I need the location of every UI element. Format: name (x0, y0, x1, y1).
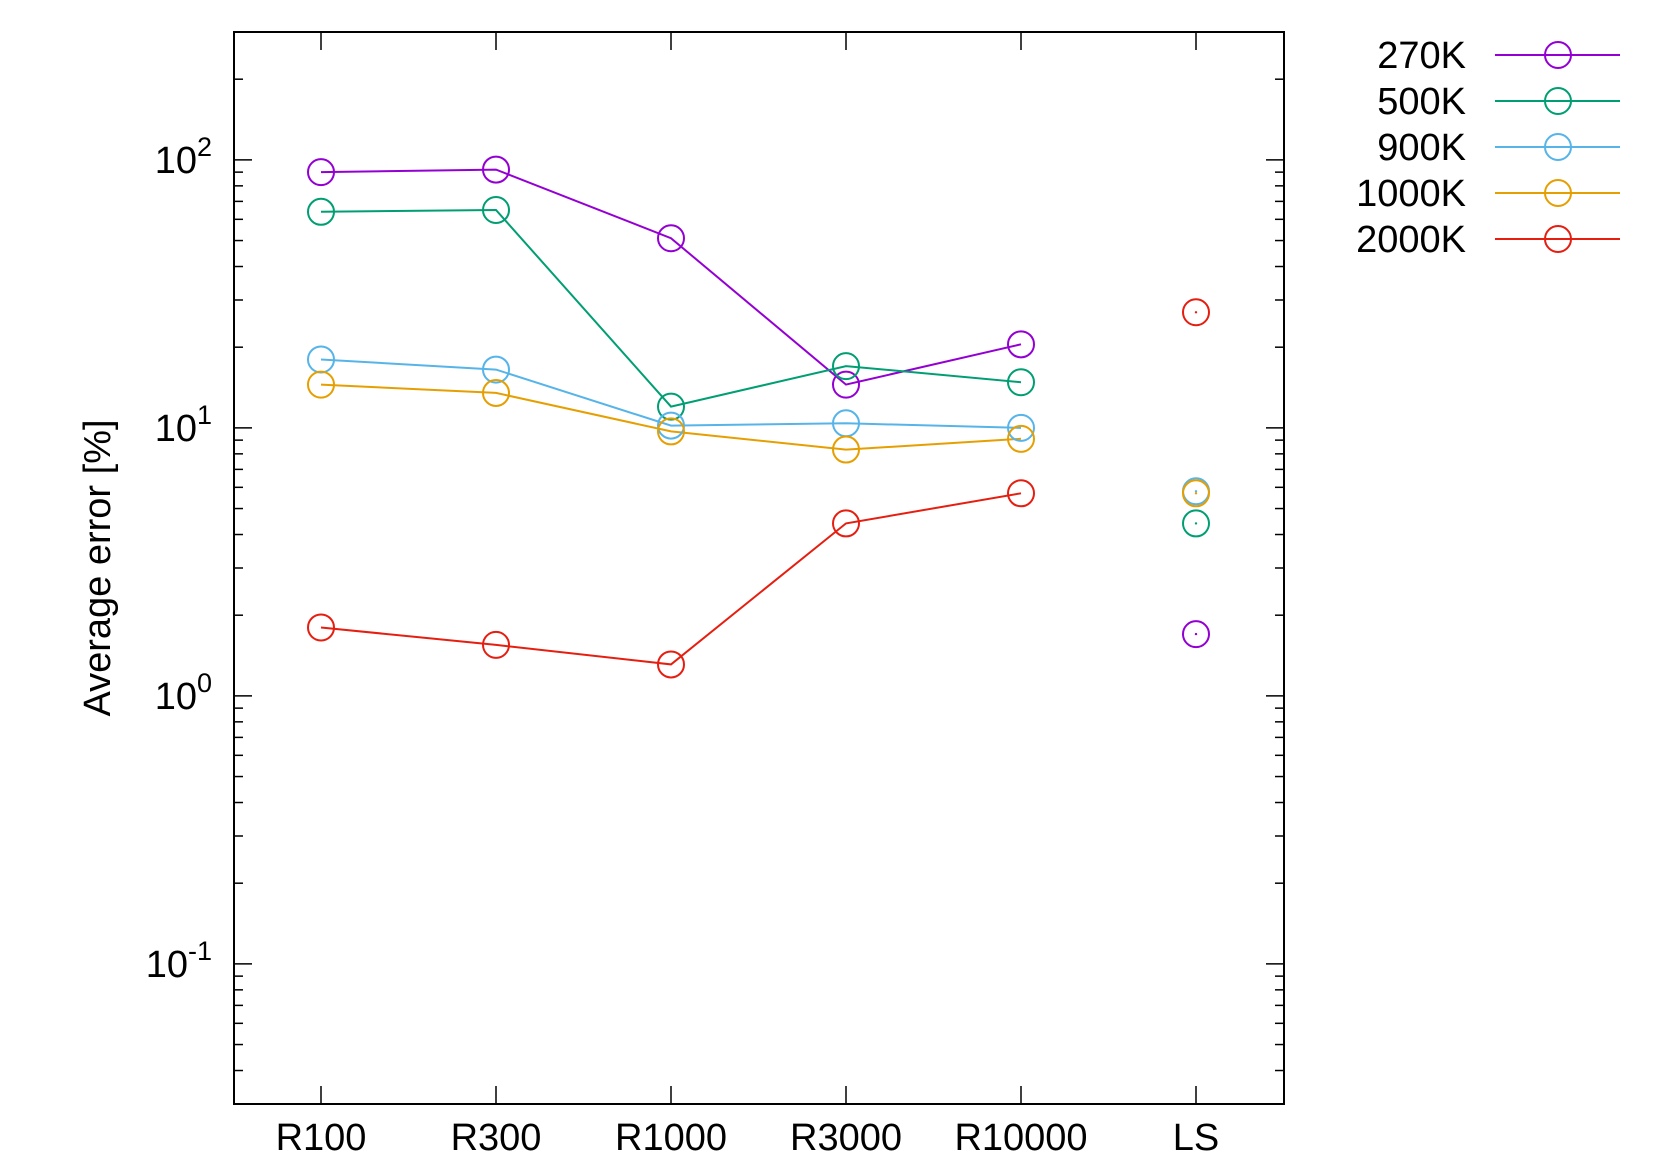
data-point-2000K-R10000 (1007, 479, 1035, 508)
plot-frame (233, 31, 1285, 1105)
data-point-900K-R300 (482, 355, 510, 384)
data-point-center (1194, 492, 1198, 495)
data-point-center (1194, 632, 1198, 636)
data-point-1000K-R300 (482, 378, 510, 407)
y-tick-base: 10 (155, 140, 197, 182)
y-tick-exponent: 2 (197, 132, 212, 162)
y-axis-label: Average error [%] (77, 419, 119, 716)
y-tick-label: 101 (155, 400, 212, 450)
data-point-2000K-R100 (307, 613, 335, 642)
y-tick-base: 10 (155, 408, 197, 450)
y-tick-label: 10-1 (146, 936, 212, 986)
data-point-270K-R1000 (657, 224, 685, 253)
data-point-1000K-LS (1182, 479, 1210, 508)
series-line-2000K (320, 492, 1022, 666)
y-tick-label: 100 (155, 668, 212, 718)
legend-marker-900K (1544, 133, 1572, 161)
x-tick-label: R3000 (790, 1117, 902, 1159)
y-tick-exponent: 1 (197, 400, 212, 430)
legend-label-1000K: 1000K (1356, 173, 1466, 215)
series-markers (307, 155, 1210, 679)
axis-ticks (234, 31, 1284, 1105)
x-tick-label: R1000 (615, 1117, 727, 1159)
legend-marker-1000K (1544, 179, 1572, 207)
data-point-270K-R10000 (1007, 330, 1035, 359)
data-point-1000K-R10000 (1007, 424, 1035, 453)
y-tick-exponent: -1 (188, 936, 212, 966)
x-tick-label: R100 (276, 1117, 367, 1159)
data-point-500K-R3000 (832, 352, 860, 381)
data-point-center (1194, 522, 1198, 525)
x-tick-label: R300 (451, 1117, 542, 1159)
data-point-270K-LS (1182, 620, 1210, 649)
x-tick-label: R10000 (954, 1117, 1087, 1159)
legend-label-2000K: 2000K (1356, 219, 1466, 261)
legend-label-270K: 270K (1377, 35, 1466, 77)
data-point-900K-R10000 (1007, 413, 1035, 442)
data-point-2000K-R300 (482, 630, 510, 659)
y-tick-label: 102 (155, 132, 212, 182)
series-line-1000K (320, 383, 1022, 451)
legend-marker-270K (1544, 41, 1572, 69)
data-point-500K-R10000 (1007, 368, 1035, 397)
data-point-270K-R100 (307, 158, 335, 187)
data-point-1000K-R100 (307, 370, 335, 399)
legend-marker-500K (1544, 87, 1572, 115)
data-point-2000K-R3000 (832, 509, 860, 538)
data-point-500K-LS (1182, 509, 1210, 538)
data-point-center (1194, 490, 1198, 493)
data-point-270K-R3000 (832, 370, 860, 399)
legend-label-500K: 500K (1377, 81, 1466, 123)
data-point-2000K-R1000 (657, 650, 685, 679)
legend-marker-2000K (1544, 225, 1572, 253)
data-point-500K-R100 (307, 197, 335, 226)
legend-label-900K: 900K (1377, 127, 1466, 169)
y-tick-exponent: 0 (197, 668, 212, 698)
data-point-270K-R300 (482, 155, 510, 184)
series-line-500K (320, 208, 1022, 408)
data-point-900K-R1000 (657, 411, 685, 440)
data-point-1000K-R1000 (657, 417, 685, 446)
y-tick-base: 10 (155, 676, 197, 718)
data-point-500K-R300 (482, 196, 510, 225)
series-line-270K (320, 168, 1022, 386)
y-tick-base: 10 (146, 944, 188, 986)
x-tick-labels: R100 R300 R1000 R3000 R10000 LS (276, 1117, 1220, 1159)
series-line-900K (320, 358, 1022, 429)
data-point-1000K-R3000 (832, 435, 860, 464)
series-lines (320, 168, 1022, 666)
data-point-2000K-LS (1182, 298, 1210, 327)
data-point-500K-R1000 (657, 392, 685, 421)
data-point-center (1194, 311, 1198, 314)
x-tick-label: LS (1173, 1117, 1219, 1159)
